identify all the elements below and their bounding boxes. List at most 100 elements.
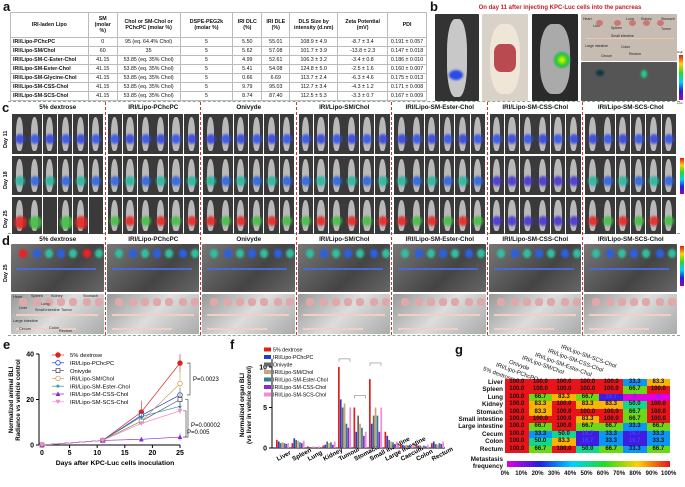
colorbar-tick-label: 0% (500, 471, 510, 477)
bli-signal (587, 215, 598, 226)
mouse-body (141, 117, 149, 151)
mouse-bli-image (264, 197, 279, 234)
organ (178, 298, 187, 306)
f-bar (316, 447, 319, 448)
organ-signal (164, 249, 173, 258)
f-bar (345, 423, 348, 448)
organ (465, 298, 473, 306)
mouse-body (458, 159, 467, 192)
bli-signal (427, 134, 438, 144)
organ (128, 298, 137, 306)
data-point (100, 438, 106, 443)
e-y-axis-label: Radiance vs vehicle control (15, 359, 22, 441)
f-bar (338, 367, 340, 448)
f-bar (287, 443, 290, 448)
mouse-body (267, 117, 276, 151)
f-bar (314, 447, 317, 448)
intestine-signal (16, 268, 96, 270)
f-bar (380, 407, 383, 448)
bli-signal (171, 175, 182, 186)
bli-signal (29, 175, 40, 186)
bli-signal (110, 215, 121, 226)
panel-label-d: d (2, 233, 10, 248)
mouse-body (237, 159, 245, 192)
panel-label-c: c (2, 100, 10, 115)
mouse-body (267, 199, 276, 232)
e-legend-label: IRI/Lipo-SM-CSS-Chol (70, 392, 128, 398)
bli-signal (125, 215, 136, 226)
heatmap-row-label: Spleen (482, 386, 503, 394)
organ-signal (427, 249, 435, 258)
mouse-body (172, 199, 180, 232)
organ (657, 20, 664, 26)
e-legend-label: IRI/Lipo-SM/Chol (70, 377, 114, 383)
organ (286, 298, 294, 306)
mouse-bli-image (153, 156, 168, 195)
organ (274, 298, 282, 306)
organ (496, 298, 505, 306)
bli-signal (568, 215, 579, 226)
bli-signal (492, 134, 503, 144)
mouse-body (172, 159, 180, 192)
bli-signal (60, 134, 71, 144)
heatmap-row-label: Liver (487, 379, 503, 386)
mouse-bli-image (329, 114, 344, 154)
data-point: ★ (177, 403, 182, 410)
mouse-body (187, 199, 195, 232)
mouse-body (46, 117, 54, 151)
mouse-body (554, 199, 562, 232)
e-x-tick-label: 5 (68, 450, 72, 457)
organ-photo (106, 294, 199, 334)
mouse-bli-image (409, 197, 424, 234)
mouse-body (317, 199, 325, 232)
bli-signal (664, 134, 675, 144)
mouse-body (30, 117, 39, 151)
bli-signal (602, 175, 613, 186)
organ (560, 298, 569, 306)
organ-signal (343, 249, 352, 258)
mouse-bli-image (107, 114, 122, 154)
mouse-bli-image (585, 156, 600, 195)
mouse-bli-image (88, 114, 103, 154)
mouse-body (302, 159, 310, 192)
mouse-body (317, 117, 325, 151)
bli-signal (29, 134, 40, 144)
intestine (493, 314, 576, 316)
mouse-bli-image (57, 114, 73, 154)
mouse-bli-image (12, 156, 27, 195)
data-point (39, 443, 45, 448)
organ-signal (286, 249, 294, 258)
mouse-body (493, 199, 501, 232)
f-bar (357, 415, 359, 448)
mouse-body (619, 199, 627, 232)
f-bar (374, 407, 377, 448)
mouse-body (523, 199, 531, 232)
heatmap-cell: 66.7 (622, 415, 647, 424)
intestine (398, 314, 480, 316)
panel-d-border (8, 233, 680, 234)
bli-signal (110, 175, 121, 186)
mouse-bli-image (439, 114, 455, 154)
heatmap-cell: 100.0 (599, 408, 623, 416)
intestine (111, 314, 194, 316)
colorbar-tick-label: 20% (531, 471, 544, 477)
organ (629, 20, 636, 26)
group-header-c: IRI/Lipo-SM-SCS-Chol (597, 104, 664, 111)
mouse-bli-image (153, 197, 168, 234)
mouse-body (126, 159, 134, 192)
organ-signal (381, 249, 390, 258)
mouse-body (474, 117, 482, 151)
heatmap-cell: 16.7 (622, 438, 647, 446)
data-point (177, 380, 183, 387)
bli-signal (633, 175, 644, 186)
f-bar (386, 435, 389, 448)
mouse-bli-image (279, 156, 294, 195)
colorbar-high: High (677, 50, 684, 54)
group-header-c: IRI/Lipo-SM/Chol (319, 104, 370, 111)
bli-signal (125, 175, 136, 186)
mouse-bli-image (520, 156, 535, 195)
organ (592, 298, 600, 306)
organ-signal (57, 249, 65, 258)
organ-signal (224, 249, 232, 258)
mouse-body (221, 199, 230, 232)
